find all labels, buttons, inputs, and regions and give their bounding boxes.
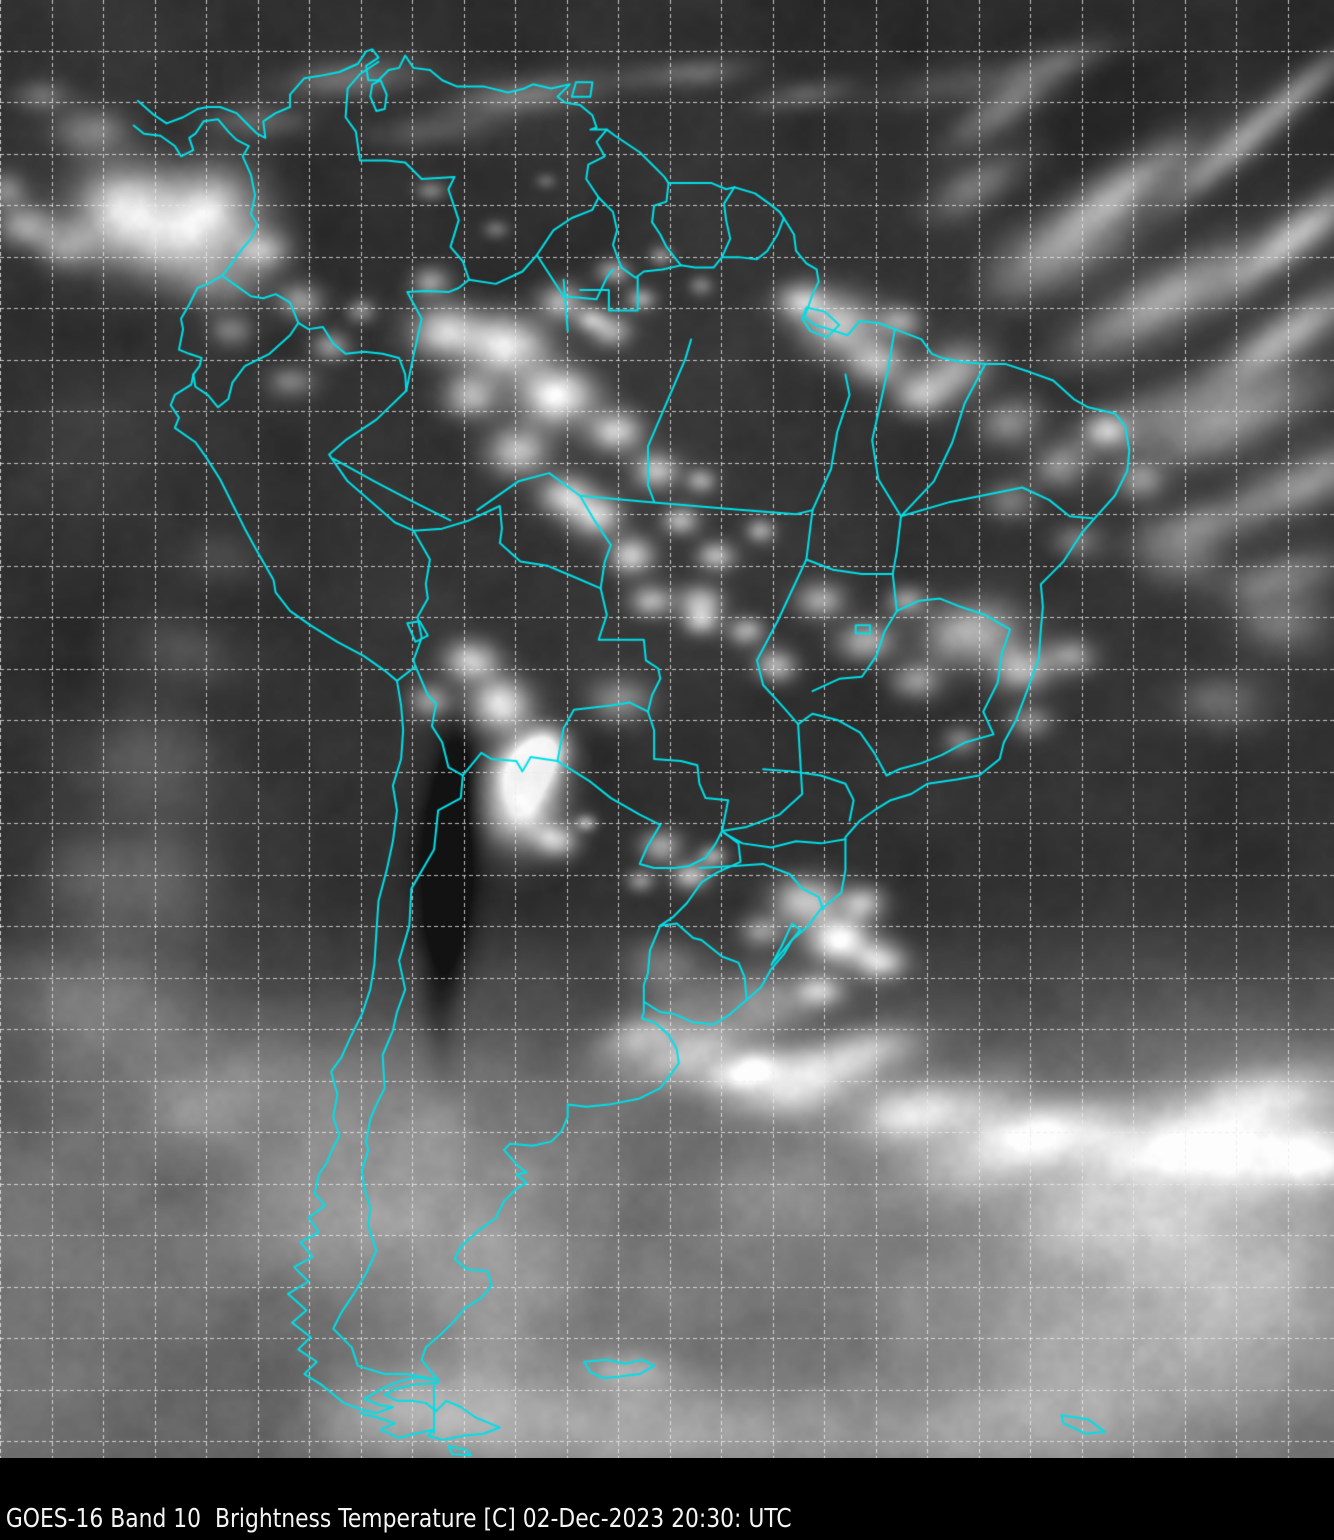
satellite-map-canvas: [0, 0, 1334, 1458]
caption-text: GOES-16 Band 10 Brightness Temperature […: [5, 1504, 792, 1534]
caption-bar: GOES-16 Band 10 Brightness Temperature […: [0, 1458, 1334, 1540]
